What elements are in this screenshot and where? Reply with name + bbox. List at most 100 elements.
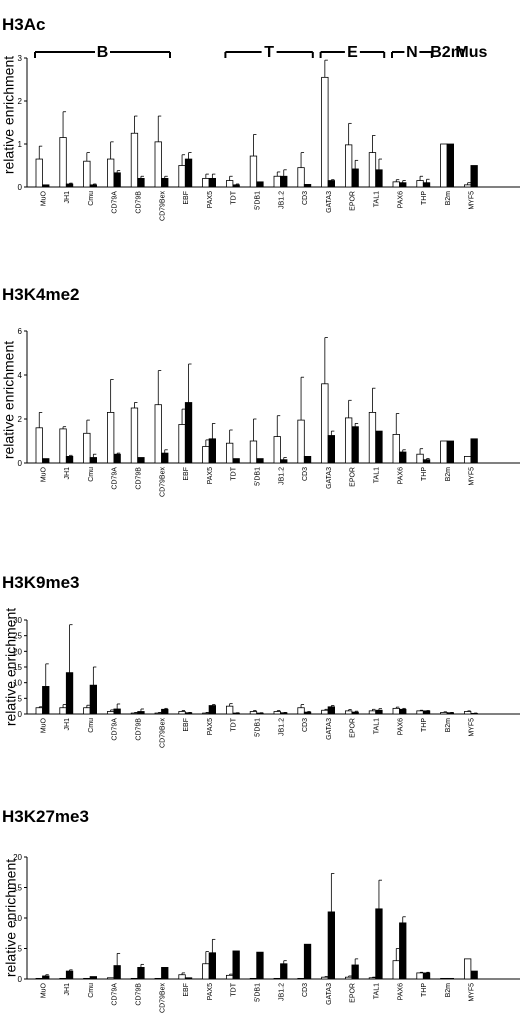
bar-open: [107, 411, 115, 464]
x-tick-label: CD79A: [112, 191, 119, 214]
group-label: E: [347, 44, 358, 61]
y-tick-label: 0: [18, 459, 23, 468]
group-label: N: [406, 44, 418, 61]
bar-filled: [280, 712, 288, 715]
x-tick-label: CD79Bex: [159, 983, 166, 1013]
bar-filled: [161, 967, 169, 980]
bar-open: [249, 155, 258, 188]
y-tick-label: 25: [13, 632, 22, 641]
bar-filled: [89, 976, 97, 980]
x-tick-label: THP: [421, 467, 428, 481]
x-tick-label: GATA3: [326, 718, 333, 740]
x-tick-label: EBF: [183, 467, 190, 481]
bar-filled: [422, 182, 431, 188]
bar-open: [392, 960, 400, 980]
x-tick-label: TAL1: [374, 191, 381, 207]
x-tick-label: TAL1: [374, 467, 381, 483]
x-tick-label: CD79B: [136, 983, 143, 1006]
y-tick-label: 1: [18, 140, 23, 149]
x-tick-label: MuO: [40, 717, 47, 733]
x-tick-label: MYF5: [469, 191, 476, 210]
x-tick-label: 5'DB1: [255, 718, 262, 737]
bar-filled: [89, 457, 97, 464]
bar-open: [463, 958, 472, 980]
bar-filled: [351, 711, 359, 715]
bar-open: [35, 427, 43, 464]
bar-open: [344, 976, 353, 980]
bar-filled: [470, 438, 478, 464]
x-tick-label: CD3: [302, 191, 309, 205]
bar-filled: [184, 402, 193, 464]
bar-filled: [184, 158, 193, 188]
bar-open: [59, 977, 67, 980]
bar-open: [35, 158, 43, 188]
x-tick-label: TDT: [231, 717, 238, 731]
x-tick-label: Cmu: [88, 718, 95, 733]
x-tick-label: JB1.2: [278, 467, 285, 485]
bar-filled: [256, 951, 264, 980]
bar-filled: [256, 181, 264, 188]
y-tick-label: 20: [13, 647, 22, 656]
bar-filled: [208, 177, 217, 188]
y-tick-label: 5: [18, 945, 23, 954]
bar-open: [344, 417, 353, 464]
bar-open: [368, 977, 377, 980]
bar-open: [368, 710, 377, 715]
bar-open: [440, 440, 448, 464]
group-label: B: [97, 44, 109, 61]
bar-open: [59, 707, 67, 715]
chart-title: H3K27me3: [2, 807, 89, 826]
bar-open: [35, 707, 43, 715]
bar-open: [273, 175, 281, 188]
x-tick-label: PAX6: [397, 191, 404, 208]
bar-filled: [399, 451, 407, 464]
bar-filled: [375, 709, 383, 715]
bar-open: [344, 144, 353, 188]
bar-open: [321, 383, 329, 464]
bar-open: [249, 711, 258, 715]
x-tick-label: TDT: [231, 190, 238, 204]
x-tick-label: THP: [421, 983, 428, 997]
bar-open: [178, 165, 186, 188]
bar-filled: [280, 175, 288, 188]
bar-filled: [161, 452, 169, 464]
bar-filled: [351, 168, 359, 188]
x-tick-label: EPOR: [350, 718, 357, 738]
x-tick-label: MuO: [40, 982, 47, 998]
bar-open: [321, 976, 329, 980]
x-tick-label: Cmu: [88, 191, 95, 206]
bar-open: [202, 712, 210, 715]
bar-open: [344, 710, 353, 715]
bar-filled: [422, 459, 431, 464]
bar-open: [154, 977, 162, 980]
x-tick-label: EBF: [183, 191, 190, 205]
y-tick-label: 5: [18, 694, 23, 703]
x-tick-label: CD79A: [112, 983, 119, 1006]
bar-filled: [446, 143, 455, 188]
bar-open: [178, 711, 186, 715]
x-tick-label: JB1.2: [278, 718, 285, 736]
x-tick-label: B2m: [445, 191, 452, 206]
bar-open: [297, 707, 305, 715]
x-tick-label: 5'DB1: [255, 983, 262, 1002]
bar-filled: [375, 430, 383, 464]
x-tick-label: EPOR: [350, 191, 357, 211]
bar-filled: [137, 177, 145, 188]
x-tick-label: MuO: [40, 466, 47, 482]
bar-filled: [470, 165, 478, 188]
bar-filled: [327, 911, 336, 980]
x-tick-label: MYF5: [469, 467, 476, 486]
bar-filled: [184, 712, 193, 715]
group-label: T: [264, 44, 274, 61]
x-tick-label: TDT: [231, 982, 238, 996]
bar-open: [392, 707, 400, 715]
bar-filled: [422, 710, 431, 715]
bar-open: [440, 977, 448, 980]
x-tick-label: GATA3: [326, 983, 333, 1005]
chart-title: H3K4me2: [2, 285, 80, 304]
x-tick-label: CD3: [302, 467, 309, 481]
bar-filled: [208, 705, 217, 715]
y-tick-label: 20: [13, 853, 22, 862]
